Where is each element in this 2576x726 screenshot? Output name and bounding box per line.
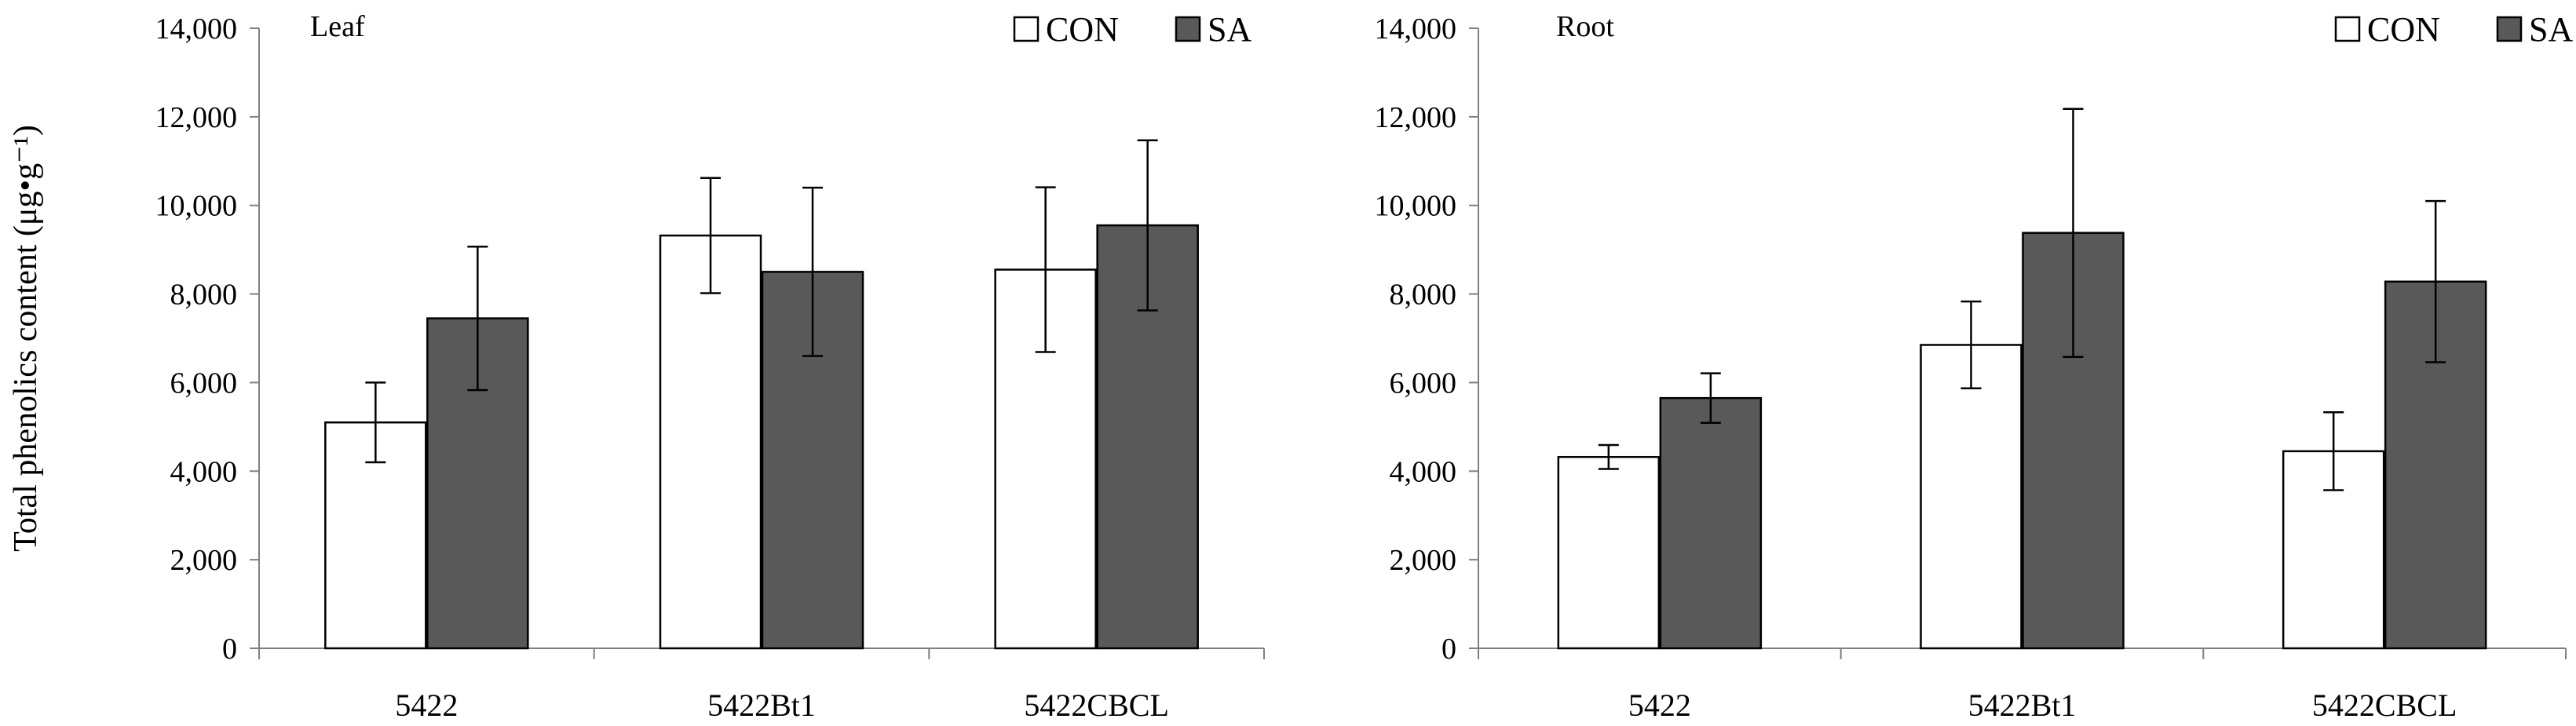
- error-bar-con-5422: [365, 381, 386, 464]
- y-tick-label: 6,000: [170, 367, 238, 399]
- y-axis-title: Total phenolics content (μg•g⁻¹): [8, 125, 44, 552]
- error-bar-sa-5422cbcl: [1137, 139, 1158, 312]
- y-tick-label: 4,000: [170, 455, 238, 488]
- chart-panel-leaf: 0 2,000 4,000 6,000 8,000 10,000 12,000 14,000 5…: [8, 10, 1265, 723]
- error-bar-con-5422bt1: [1960, 300, 1982, 390]
- bar-con-5422bt1: [659, 234, 762, 650]
- y-tick-label: 2,000: [1390, 544, 1457, 577]
- y-tick-label: 6,000: [1390, 367, 1457, 399]
- error-bar-sa-5422bt1: [2063, 108, 2084, 358]
- legend: CON SA: [2334, 10, 2573, 49]
- legend-swatch-sa: [1175, 16, 1201, 42]
- error-bar-con-5422cbcl: [1035, 186, 1056, 353]
- x-category-label: 5422Bt1: [1968, 688, 2077, 723]
- error-bar-sa-5422: [1700, 372, 1721, 425]
- legend-label-sa: SA: [1208, 10, 1251, 49]
- x-category-label: 5422CBCL: [2312, 688, 2457, 723]
- bar-sa-5422: [1659, 396, 1763, 650]
- panel-title: Root: [1556, 10, 1614, 43]
- error-bar-con-5422: [1598, 443, 1619, 470]
- bar-con-5422: [1557, 455, 1661, 650]
- legend-swatch-sa: [2496, 16, 2523, 42]
- y-tick-label: 0: [1441, 633, 1456, 666]
- y-tick-label: 8,000: [170, 279, 238, 312]
- bar-sa-5422cbcl: [2384, 280, 2487, 650]
- legend-swatch-con: [2334, 16, 2361, 42]
- y-tick-label: 4,000: [1390, 455, 1457, 488]
- legend-label-sa: SA: [2529, 10, 2573, 49]
- legend: CON SA: [1013, 10, 1251, 49]
- x-category-label: 5422CBCL: [1024, 688, 1168, 723]
- error-bar-con-5422bt1: [700, 177, 721, 294]
- panel-title: Leaf: [310, 10, 365, 43]
- legend-swatch-con: [1013, 16, 1040, 42]
- y-tick-label: 8,000: [1390, 279, 1457, 312]
- legend-label-con: CON: [1046, 10, 1119, 49]
- x-category-label: 5422: [395, 688, 458, 723]
- y-tick-label: 12,000: [155, 101, 238, 134]
- bar-con-5422bt1: [1920, 344, 2022, 650]
- y-tick-label: 14,000: [155, 13, 238, 46]
- y-tick-label: 10,000: [155, 190, 238, 223]
- y-tick-label: 14,000: [1375, 13, 1457, 46]
- y-tick-label: 2,000: [170, 544, 238, 577]
- x-category-label: 5422Bt1: [707, 688, 816, 723]
- error-bar-sa-5422bt1: [802, 186, 823, 357]
- error-bar-con-5422cbcl: [2323, 410, 2344, 491]
- error-bar-sa-5422cbcl: [2425, 199, 2446, 363]
- y-tick-label: 12,000: [1375, 101, 1457, 134]
- error-bar-sa-5422: [467, 245, 488, 392]
- chart-panel-root: 0 2,000 4,000 6,000 8,000 10,000 12,000 14,000 5…: [1375, 10, 2574, 723]
- y-tick-label: 10,000: [1375, 190, 1457, 223]
- x-category-label: 5422: [1628, 688, 1691, 723]
- legend-label-con: CON: [2367, 10, 2440, 49]
- y-tick-label: 0: [222, 633, 237, 666]
